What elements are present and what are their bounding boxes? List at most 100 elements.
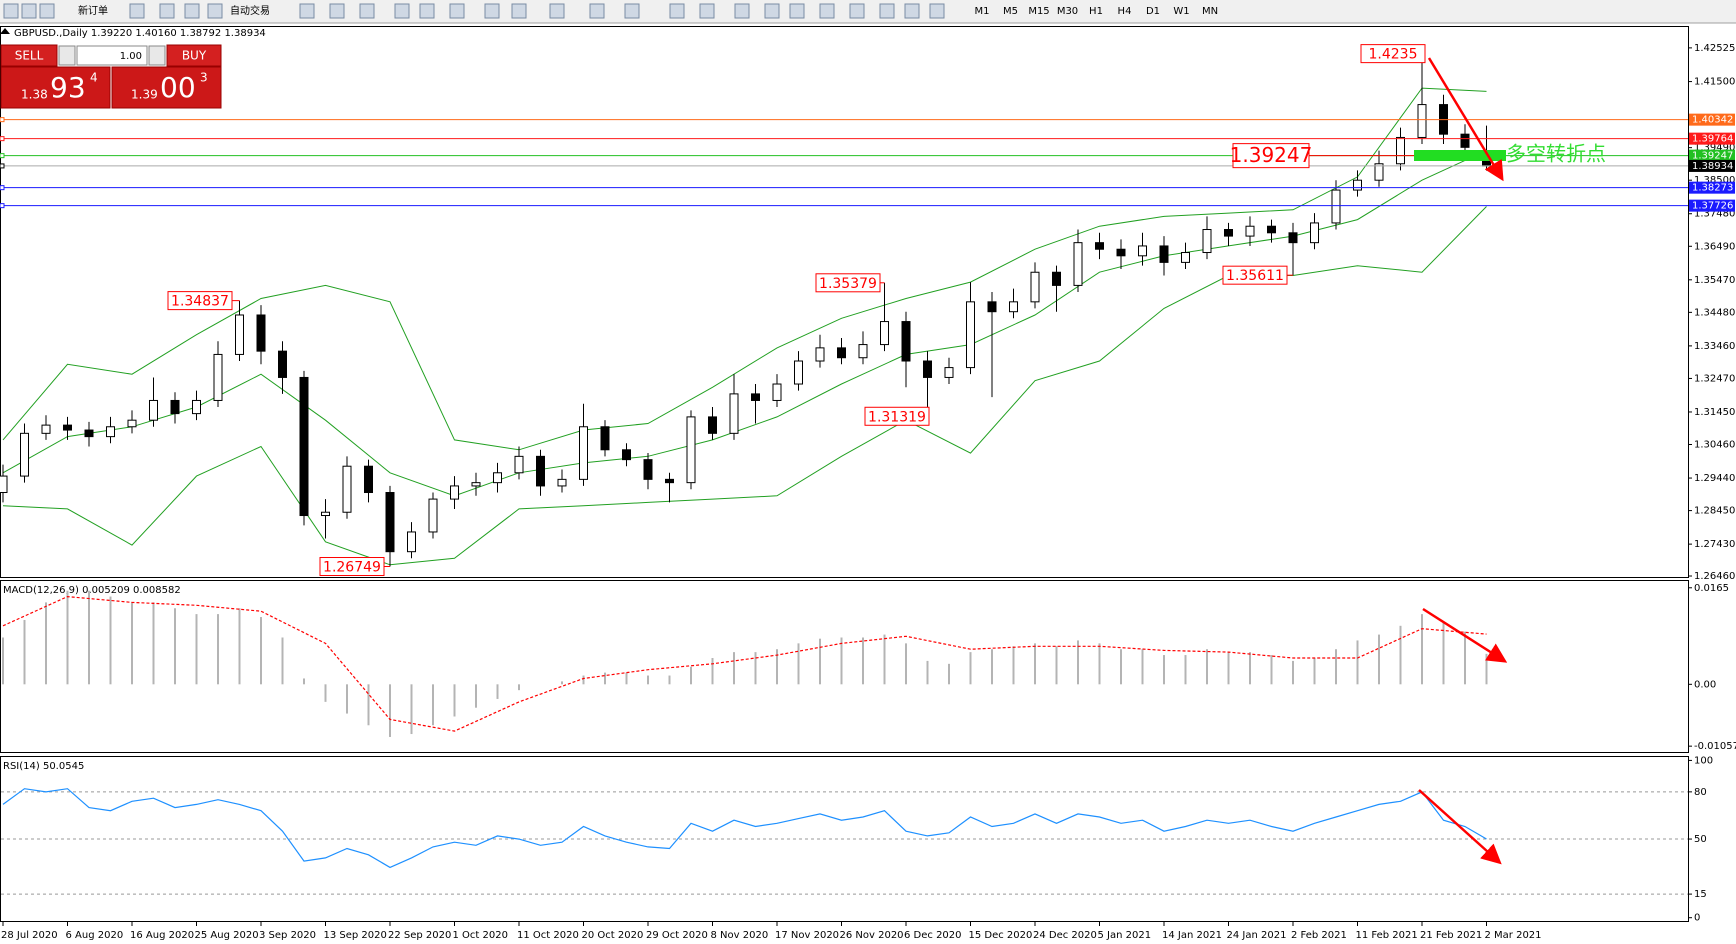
timeframe-button[interactable]: M1	[975, 6, 990, 17]
candle-body	[385, 492, 395, 553]
toolbar-icon[interactable]	[419, 3, 435, 19]
toolbar-icon[interactable]	[329, 3, 345, 19]
candle-body	[342, 465, 352, 513]
toolbar-icon[interactable]	[549, 3, 565, 19]
bid-box[interactable]	[0, 66, 111, 109]
toolbar-icon[interactable]	[449, 3, 465, 19]
lots-up[interactable]	[148, 45, 166, 66]
y-tick-label: 1.42525	[1694, 43, 1735, 54]
buy-label[interactable]: BUY	[182, 49, 207, 63]
buy-button[interactable]	[166, 44, 222, 67]
candle-body	[729, 393, 739, 434]
candle-body	[428, 498, 438, 533]
ask-big-figure: 1.39	[131, 88, 158, 102]
sell-label[interactable]: SELL	[15, 49, 44, 63]
y-tick-label: 1.39490	[1694, 143, 1735, 154]
candle-body	[1030, 271, 1040, 303]
candle-body	[772, 383, 782, 401]
level-tag	[1689, 149, 1735, 162]
y-tick-label: 1.33460	[1694, 341, 1735, 352]
lots-input[interactable]	[76, 45, 148, 66]
toolbar-icon[interactable]	[484, 3, 500, 19]
sell-button[interactable]	[0, 44, 58, 67]
toolbar-icon[interactable]	[699, 3, 715, 19]
toolbar-icon[interactable]	[21, 3, 37, 19]
candle-body	[256, 314, 266, 352]
candle-body	[1202, 229, 1212, 254]
ask-box[interactable]	[111, 66, 222, 109]
annotation-box	[319, 557, 385, 577]
candle-body	[1073, 242, 1083, 286]
toolbar-icon[interactable]	[734, 3, 750, 19]
level-marker	[0, 136, 5, 142]
candle-body	[966, 301, 975, 369]
y-tick-label: 1.35470	[1694, 275, 1735, 286]
level-label: 1.39247	[1692, 151, 1733, 162]
y-tick-label: 50	[1694, 834, 1707, 845]
candle-body	[708, 416, 717, 434]
level-marker	[0, 185, 5, 191]
timeframe-button[interactable]: M30	[1057, 6, 1078, 17]
candle-body	[127, 419, 137, 428]
x-tick-label: 8 Nov 2020	[711, 930, 769, 941]
turning-zone	[1414, 150, 1506, 161]
annotation-box	[1222, 265, 1288, 285]
toolbar-icon[interactable]	[184, 3, 200, 19]
timeframe-button[interactable]: H1	[1089, 6, 1103, 17]
candle-body	[901, 321, 911, 362]
x-tick-label: 6 Dec 2020	[904, 930, 962, 941]
toolbar-icon[interactable]	[819, 3, 835, 19]
bollinger-line	[2, 150, 1487, 497]
candle-body	[1374, 163, 1384, 181]
lots-down[interactable]	[58, 45, 76, 66]
timeframe-button[interactable]: W1	[1173, 6, 1189, 17]
toolbar-icon[interactable]	[511, 3, 527, 19]
level-tag	[1689, 132, 1735, 145]
x-tick-label: 15 Dec 2020	[969, 930, 1033, 941]
x-tick-label: 11 Feb 2021	[1356, 930, 1418, 941]
toolbar-button[interactable]: 自动交易	[230, 4, 270, 17]
level-label: 1.39764	[1692, 134, 1733, 145]
x-tick-label: 2 Mar 2021	[1485, 930, 1542, 941]
timeframe-button[interactable]: H4	[1118, 6, 1132, 17]
toolbar-icon[interactable]	[159, 3, 175, 19]
toolbar-icon[interactable]	[3, 3, 19, 19]
timeframe-button[interactable]: M15	[1028, 6, 1049, 17]
annotation-box	[864, 406, 930, 426]
toolbar-icon[interactable]	[879, 3, 895, 19]
bid-fraction: 4	[90, 71, 98, 85]
candle-body	[1288, 232, 1298, 244]
timeframe-button[interactable]: M5	[1003, 6, 1018, 17]
annotation-box	[167, 291, 233, 311]
bid-pips: 93	[50, 71, 86, 104]
toolbar-icon[interactable]	[39, 3, 55, 19]
toolbar-icon[interactable]	[764, 3, 780, 19]
toolbar-icon[interactable]	[394, 3, 410, 19]
toolbar-icon[interactable]	[789, 3, 805, 19]
toolbar-icon[interactable]	[359, 3, 375, 19]
x-tick-label: 28 Jul 2020	[1, 930, 58, 941]
candle-body	[815, 347, 825, 362]
annotation-label: 1.31319	[868, 409, 926, 425]
timeframe-button[interactable]: D1	[1146, 6, 1160, 17]
toolbar-button[interactable]: 新订单	[78, 4, 108, 17]
toolbar-icon[interactable]	[849, 3, 865, 19]
toolbar-icon[interactable]	[624, 3, 640, 19]
toolbar-icon[interactable]	[669, 3, 685, 19]
candle-body	[751, 393, 760, 401]
candle-body	[1116, 248, 1126, 257]
candle-body	[557, 478, 567, 487]
toolbar-icon[interactable]	[207, 3, 223, 19]
toolbar-icon[interactable]	[929, 3, 945, 19]
toolbar-icon[interactable]	[299, 3, 315, 19]
toolbar-icon[interactable]	[904, 3, 920, 19]
annotation-box	[1360, 44, 1426, 64]
annotation-label: 1.4235	[1369, 47, 1418, 63]
x-tick-label: 20 Oct 2020	[582, 930, 644, 941]
candle-body	[1267, 225, 1276, 234]
annotation-box	[815, 273, 881, 293]
toolbar-icon[interactable]	[129, 3, 145, 19]
toolbar-icon[interactable]	[589, 3, 605, 19]
timeframe-button[interactable]: MN	[1202, 6, 1218, 17]
lots-value[interactable]: 1.00	[120, 51, 142, 62]
